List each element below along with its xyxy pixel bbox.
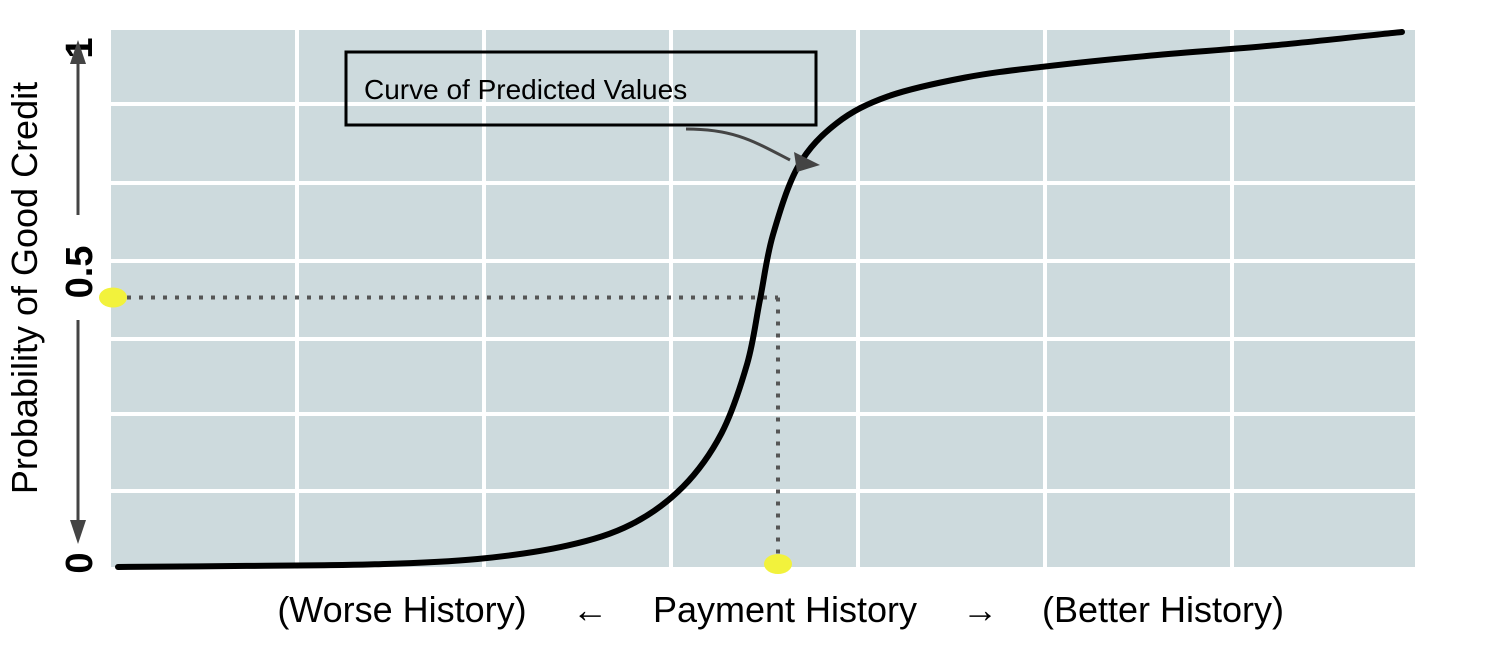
series-line-predicted-values	[115, 29, 1405, 570]
x-axis-label-worse: (Worse History)	[277, 589, 526, 630]
y-axis-label: Probability of Good Credit	[4, 82, 45, 494]
x-axis-label-better: (Better History)	[1042, 589, 1284, 630]
y-tick-label-0-5: 0.5	[59, 246, 101, 299]
x-axis-arrow-left: ←	[572, 589, 608, 630]
annotation-arrow	[685, 127, 791, 162]
highlight-marker-y	[99, 287, 127, 308]
x-axis: (Worse History) ← Payment History → (Bet…	[277, 589, 1284, 630]
y-axis-arrow-down-head	[70, 520, 86, 544]
annotation-text: Curve of Predicted Values	[364, 74, 687, 105]
series	[115, 29, 1405, 570]
y-tick-label-0: 0	[59, 552, 101, 573]
annotation-arrowhead	[794, 152, 820, 172]
highlight-marker-x	[764, 554, 792, 574]
reference-guides	[99, 287, 792, 574]
y-axis-arrow-up-head	[70, 40, 86, 64]
annotation-box	[344, 50, 818, 127]
x-axis-label-center: Payment History	[653, 589, 917, 630]
y-axis: Probability of Good Credit 1 0.5 0	[4, 37, 101, 573]
annotation: Curve of Predicted Values	[344, 50, 820, 172]
grid	[111, 30, 1415, 567]
x-axis-arrow-right: →	[962, 589, 998, 630]
